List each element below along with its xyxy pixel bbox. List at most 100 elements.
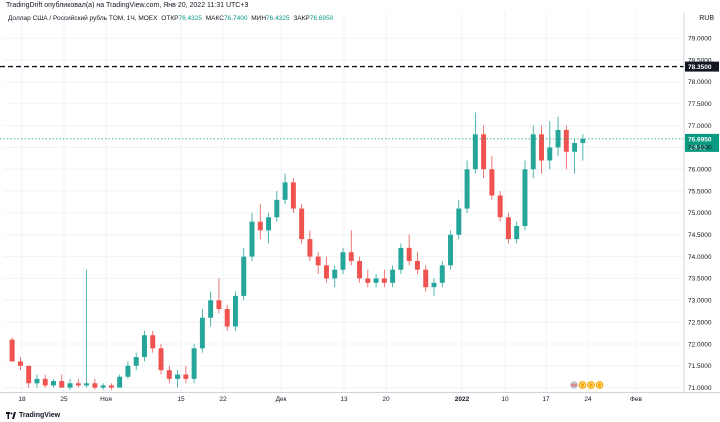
candle-body [9,339,15,362]
us-flag-stripe-icon [571,383,577,385]
coin-icon[interactable] [577,380,588,390]
low-value: 76.4325 [266,15,290,22]
candle-body [390,269,396,283]
price-tick-label: 74.5000 [688,232,712,239]
candle-body [42,378,48,386]
candle-body [117,376,123,388]
symbol-title[interactable]: Доллар США / Российский рубль TOM, 1Ч, M… [8,15,158,22]
candle-body [555,129,561,148]
horizontal-line[interactable]: 78.3500 [0,61,719,72]
price-tick-label: 78.0000 [688,79,712,86]
candles [9,112,586,390]
candle-body [340,252,346,270]
close-label: ЗАКР [293,15,310,22]
candle-body [183,374,189,379]
candle-body [26,365,32,384]
price-tick-label: 75.5000 [688,188,712,195]
candle-body [208,300,214,318]
last-price-badge [685,133,719,152]
time-tick-label: 13 [340,396,348,403]
candle-body [448,234,454,266]
candle-body [241,256,247,296]
candle-body [563,129,569,152]
candle-body [406,247,412,261]
candle-body [414,260,420,270]
symbol-legend: Доллар США / Российский рубль TOM, 1Ч, M… [8,13,333,25]
price-tick-label: 76.0000 [688,167,712,174]
candle-body [472,134,478,170]
candle-body [59,381,65,388]
price-tick-label: 71.0000 [688,385,712,392]
currency-settings-icon[interactable]: RUB [699,15,714,22]
candle-body [572,143,578,152]
high-label: МАКС [205,15,224,22]
candle-body [216,300,222,310]
price-tick-label: 74.0000 [688,254,712,261]
price-axis[interactable]: 79.0000 78.5000 78.0000 77.5000 77.0000 76.50… [683,12,712,392]
price-tick-label: 73.5000 [688,276,712,283]
time-tick-label: 15 [177,396,185,403]
candle-body [323,265,329,279]
candle-body [84,383,90,386]
candle-body [456,208,462,235]
open-value: 76.4325 [178,15,202,22]
candle-body [17,361,23,366]
candle-body [530,134,536,170]
candle-body [158,348,164,371]
countdown-label: 28:12 [690,144,707,151]
candle-body [489,169,495,196]
candle-body [67,383,73,388]
price-tick-label: 72.5000 [688,319,712,326]
us-flag-icon[interactable] [569,380,579,390]
candle-body [423,269,429,288]
candle-body [150,335,156,349]
time-tick-label: 2022 [455,396,470,403]
candle-body [307,239,313,257]
horizontal-line-label: 78.3500 [688,64,712,71]
us-flag-stripe-icon [571,385,577,387]
candle-body [249,221,255,257]
coin-ring-icon [596,382,603,388]
price-tick-label: 71.5000 [688,363,712,370]
time-axis[interactable]: 18 25 Ноя 15 22 Дек 13 20 2022 10 17 24 Фев [0,392,720,404]
tradingview-brand[interactable]: TradingView [19,412,61,419]
close-value: 76.6950 [309,15,334,22]
coin-ring-icon [579,382,586,388]
time-tick-label: Ноя [100,396,112,403]
candle-body [191,348,197,379]
price-tick-label: 77.5000 [688,101,712,108]
candle-body [108,385,114,388]
high-value: 76.7400 [223,15,248,22]
candle-body [175,374,181,379]
candle-body [398,247,404,270]
tradingview-logo-icon [6,412,16,419]
candle-body [141,335,147,358]
price-tick-label: 79.0000 [688,36,712,43]
candle-body [357,260,363,279]
horizontal-line-badge [685,61,719,72]
price-tick-label: 77.0000 [688,123,712,130]
candle-body [232,295,238,327]
candle-body [224,309,230,327]
candle-body [497,195,503,218]
candle-body [299,208,305,240]
coin-ring-icon [588,382,594,388]
low-label: МИН [251,15,267,22]
time-tick-label: 20 [382,396,390,403]
last-price-label: 76.6950 [688,136,712,143]
event-icons[interactable] [569,380,605,390]
candle-body [580,138,586,144]
candle-body [166,370,172,379]
time-tick-label: 22 [219,396,227,403]
candle-body [274,199,280,218]
coin-icon[interactable] [586,380,596,390]
coin-icon[interactable] [594,380,605,390]
time-tick-label: Дек [276,396,287,403]
candle-body [75,383,81,386]
candle-body [481,134,487,170]
time-tick-label: 24 [584,396,592,403]
candle-body [381,278,387,283]
candle-body [365,278,371,283]
